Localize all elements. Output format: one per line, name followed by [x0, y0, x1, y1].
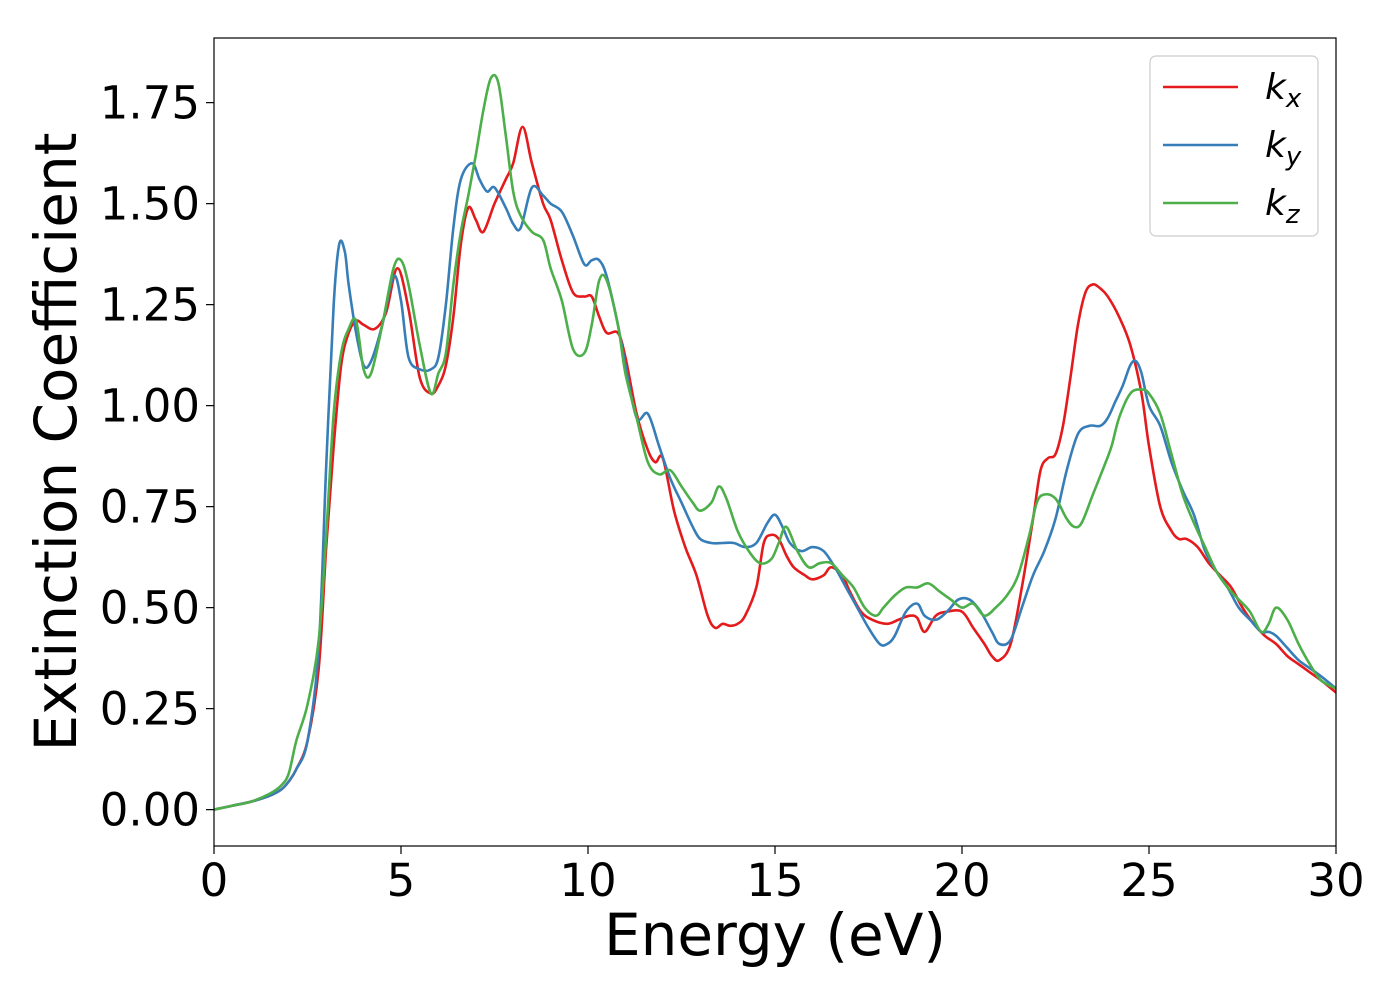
x-tick-label: 10	[559, 854, 616, 907]
legend-label-x: kx	[1265, 67, 1302, 114]
x-tick-label: 15	[746, 854, 803, 907]
y-tick-label: 1.50	[100, 178, 200, 231]
y-axis: 0.00 0.25 0.50 0.75 1.00 1.25 1.50 1.75	[100, 77, 214, 837]
legend-label-y: ky	[1265, 125, 1302, 172]
y-tick-label: 0.00	[100, 784, 200, 837]
x-tick-label: 30	[1307, 854, 1364, 907]
y-tick-label: 0.50	[100, 582, 200, 635]
series-layer	[214, 73, 1336, 811]
x-tick-label: 0	[200, 854, 229, 907]
legend-label-base: k	[1265, 67, 1288, 108]
x-tick-label: 20	[933, 854, 990, 907]
y-tick-label: 1.75	[100, 77, 200, 130]
legend-label-subscript: y	[1285, 142, 1302, 172]
legend-label-z: kz	[1265, 183, 1301, 230]
legend-label-subscript: x	[1285, 84, 1302, 114]
x-tick-label: 25	[1120, 854, 1177, 907]
series-line-z	[214, 73, 1336, 811]
y-tick-label: 1.25	[100, 279, 200, 332]
x-axis-label: Energy (eV)	[604, 901, 946, 969]
x-axis: 0 5 10 15 20 25 30	[200, 846, 1365, 907]
legend-label-base: k	[1265, 125, 1288, 166]
legend-label-base: k	[1265, 183, 1288, 224]
y-tick-label: 0.75	[100, 481, 200, 534]
y-tick-label: 1.00	[100, 380, 200, 433]
series-line-x	[214, 125, 1336, 811]
x-tick-label: 5	[387, 854, 416, 907]
y-tick-label: 0.25	[100, 683, 200, 736]
y-axis-label: Extinction Coefficient	[22, 133, 90, 752]
legend-label-subscript: z	[1285, 200, 1301, 230]
